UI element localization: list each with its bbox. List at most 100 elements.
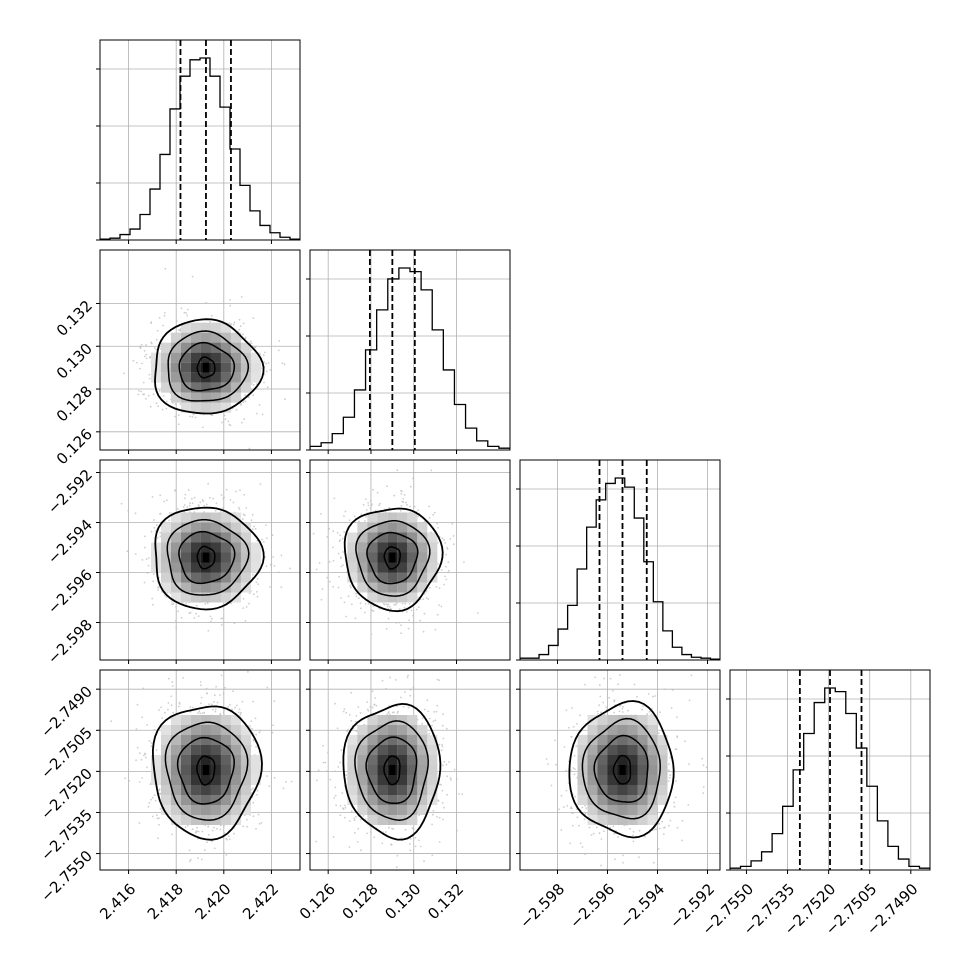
scatter-point (343, 531, 345, 533)
scatter-point (399, 509, 402, 512)
scatter-point (225, 488, 228, 491)
scatter-point (227, 420, 230, 423)
scatter-point (281, 362, 284, 365)
density-cell (220, 582, 231, 593)
scatter-point (253, 593, 255, 596)
density-cell (230, 382, 241, 393)
density-cell (230, 542, 241, 553)
scatter-point (269, 586, 271, 588)
scatter-point (140, 758, 143, 761)
density-cell (180, 735, 191, 745)
scatter-point (265, 565, 268, 568)
scatter-point (256, 578, 259, 580)
scatter-point (463, 561, 465, 563)
scatter-point (172, 603, 175, 605)
scatter-point (343, 601, 346, 604)
scatter-point (158, 788, 161, 791)
scatter-point (233, 622, 236, 625)
scatter-point (251, 513, 254, 516)
scatter-point (136, 361, 138, 364)
density-cell (220, 815, 231, 825)
density-cell (210, 512, 221, 523)
scatter-point (238, 708, 241, 711)
scatter-point (233, 323, 235, 326)
scatter-point (142, 381, 145, 384)
contour-level-3 (383, 546, 401, 570)
scatter-point (219, 828, 222, 831)
scatter-point (126, 550, 129, 553)
scatter-point (210, 703, 213, 706)
scatter-point (358, 520, 360, 523)
density-cell (230, 775, 241, 785)
scatter-point (350, 603, 353, 606)
density-cell (200, 715, 211, 725)
panel-content (310, 460, 510, 660)
density-cell (220, 382, 231, 393)
scatter-point (332, 585, 335, 588)
density-cell (250, 562, 261, 573)
density-cell (160, 362, 171, 373)
scatter-point (193, 496, 196, 499)
scatter-point (371, 609, 374, 612)
scatter-point (408, 602, 411, 605)
histogram-series (310, 267, 510, 450)
scatter-point (197, 615, 200, 618)
scatter-point (225, 854, 228, 856)
scatter-point (261, 538, 263, 541)
scatter-point (436, 704, 439, 707)
density-cell (180, 322, 191, 333)
scatter-point (239, 489, 241, 491)
x-tick-label: 2.418 (144, 880, 187, 923)
contour-level-3 (196, 545, 216, 570)
scatter-point (397, 710, 399, 713)
scatter-point (128, 780, 131, 782)
density-cell (357, 552, 368, 563)
y-tick-label: 0.128 (53, 382, 96, 425)
scatter-point (225, 837, 228, 840)
density-cell (180, 582, 191, 593)
scatter-point (210, 314, 213, 317)
scatter-point (398, 608, 401, 610)
scatter-point (175, 605, 177, 608)
density-cell (180, 382, 191, 393)
density-cell (387, 572, 398, 583)
scatter-point (328, 580, 331, 583)
scatter-point (177, 328, 180, 331)
scatter-point (207, 629, 210, 632)
density-cell (190, 552, 201, 563)
contour-level-1 (166, 518, 250, 596)
density-cell (160, 532, 171, 543)
density-cell (240, 542, 251, 553)
scatter-point (240, 404, 243, 406)
scatter-point (177, 610, 180, 613)
scatter-point (345, 571, 348, 574)
scatter-point (188, 612, 191, 614)
scatter-point (379, 502, 382, 505)
scatter-point (432, 513, 434, 516)
scatter-point (407, 627, 410, 630)
scatter-point (360, 513, 363, 516)
scatter-point (251, 528, 254, 530)
scatter-point (152, 393, 155, 396)
scatter-point (403, 606, 406, 609)
panel-frame (309, 459, 511, 661)
scatter-point (437, 526, 439, 529)
scatter-point (220, 494, 223, 496)
scatter-point (214, 710, 217, 713)
scatter-point (242, 607, 245, 609)
scatter-point (223, 852, 226, 854)
scatter-point (332, 530, 335, 533)
scatter-point (263, 373, 266, 376)
scatter-point (364, 498, 367, 501)
density-cell (210, 542, 221, 553)
panel-2-0: −2.598−2.596−2.594−2.592 (44, 459, 301, 668)
density-cell (190, 542, 201, 553)
scatter-point (333, 497, 336, 500)
scatter-point (142, 687, 145, 690)
scatter-point (423, 612, 426, 615)
scatter-point (271, 731, 274, 734)
density-cell (180, 362, 191, 373)
scatter-point (223, 824, 225, 827)
density-cell (210, 805, 221, 815)
contour-level-1 (355, 520, 431, 597)
